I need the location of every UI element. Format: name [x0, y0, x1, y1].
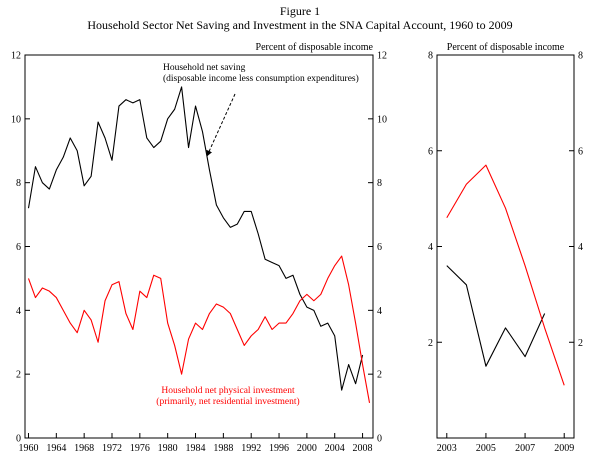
svg-text:2: 2 — [16, 370, 21, 381]
svg-text:12: 12 — [377, 51, 387, 62]
net-investment-annotation-line2: (primarily, net residential investment) — [156, 397, 300, 407]
figure-subtitle: Household Sector Net Saving and Investme… — [87, 18, 513, 32]
svg-text:8: 8 — [16, 178, 21, 189]
annotation-arrow — [206, 93, 236, 157]
svg-text:1992: 1992 — [241, 443, 261, 454]
svg-text:8: 8 — [428, 51, 433, 62]
svg-text:6: 6 — [428, 146, 433, 157]
svg-text:1964: 1964 — [46, 443, 66, 454]
net-saving-annotation-line1: Household net saving — [163, 63, 246, 73]
svg-text:8: 8 — [578, 51, 583, 62]
svg-text:8: 8 — [377, 178, 382, 189]
svg-text:Percent of disposable income: Percent of disposable income — [256, 42, 374, 53]
svg-text:2003: 2003 — [437, 443, 457, 454]
svg-text:10: 10 — [11, 114, 21, 125]
net-saving-annotation-line2: (disposable income less consumption expe… — [163, 74, 359, 84]
svg-text:1976: 1976 — [130, 443, 150, 454]
svg-text:6: 6 — [578, 146, 583, 157]
svg-text:1968: 1968 — [74, 443, 94, 454]
svg-text:4: 4 — [428, 242, 433, 253]
charts-canvas: 0 0 2 2 4 4 6 6 8 8 10 10 12 12 1960 1964 1968 1972 1976 19… — [11, 42, 583, 454]
svg-text:2000: 2000 — [297, 443, 317, 454]
svg-text:2: 2 — [428, 338, 433, 349]
svg-text:4: 4 — [16, 306, 21, 317]
svg-text:2008: 2008 — [353, 443, 373, 454]
svg-text:1972: 1972 — [102, 443, 122, 454]
svg-text:2: 2 — [578, 338, 583, 349]
svg-text:1996: 1996 — [269, 443, 289, 454]
svg-text:10: 10 — [377, 114, 387, 125]
svg-text:1984: 1984 — [186, 443, 206, 454]
svg-text:1980: 1980 — [158, 443, 178, 454]
svg-text:12: 12 — [11, 51, 21, 62]
figure-title: Figure 1 — [279, 4, 321, 18]
svg-text:2007: 2007 — [515, 443, 535, 454]
net-investment-annotation: Household net physical investment (prima… — [133, 386, 323, 408]
net-investment-annotation-line1: Household net physical investment — [161, 386, 295, 396]
svg-text:2005: 2005 — [476, 443, 496, 454]
svg-text:6: 6 — [377, 242, 382, 253]
svg-text:0: 0 — [16, 434, 21, 445]
svg-text:2: 2 — [377, 370, 382, 381]
svg-text:0: 0 — [377, 434, 382, 445]
svg-text:2004: 2004 — [325, 443, 345, 454]
svg-text:4: 4 — [578, 242, 583, 253]
svg-text:Percent of disposable income: Percent of disposable income — [447, 42, 565, 53]
svg-text:1988: 1988 — [213, 443, 233, 454]
net-saving-annotation: Household net saving (disposable income … — [163, 63, 359, 85]
svg-text:4: 4 — [377, 306, 382, 317]
svg-text:1960: 1960 — [18, 443, 38, 454]
svg-text:6: 6 — [16, 242, 21, 253]
svg-text:2009: 2009 — [554, 443, 574, 454]
